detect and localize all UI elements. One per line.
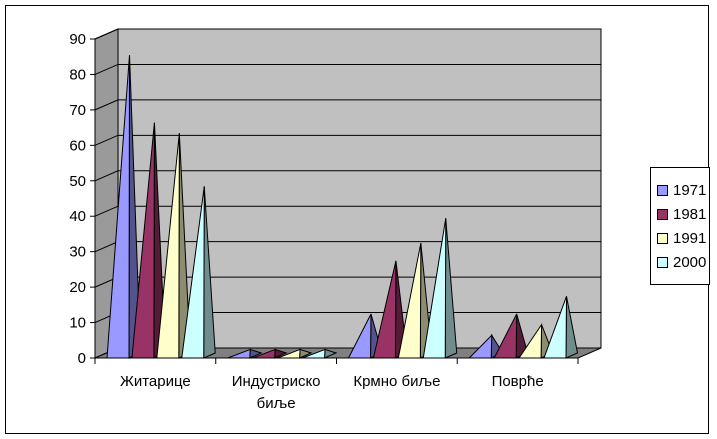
pyramid-2000-0: [181, 186, 205, 359]
y-tick-label-40: 40: [69, 208, 86, 225]
pyramid-1991-1: [277, 348, 301, 359]
legend-label-1981: 1981: [673, 205, 707, 223]
y-tick-label-30: 30: [69, 244, 86, 261]
pyramid-1971-2: [347, 313, 372, 359]
legend-label-1971: 1971: [673, 181, 707, 199]
legend-label-1991: 1991: [673, 229, 707, 247]
y-tick-label-20: 20: [69, 279, 86, 296]
y-tick-label-10: 10: [69, 315, 86, 332]
pyramid-2000-1: [302, 348, 326, 359]
x-tick-label-2: Крмно биље: [353, 373, 440, 390]
legend-swatch-1971: [657, 184, 668, 196]
y-tick-label-90: 90: [69, 31, 86, 48]
y-tick-label-80: 80: [69, 66, 86, 83]
y-tick-label-50: 50: [69, 173, 86, 190]
pyramid-1981-0: [131, 122, 155, 359]
x-tick-label-3: Поврће: [492, 373, 544, 390]
legend-item-1981: 1981: [657, 204, 706, 224]
pyramid-1991-2: [397, 243, 422, 359]
legend-item-1971: 1971: [657, 180, 706, 200]
pyramid-2000-2: [422, 218, 447, 359]
pyramid-1991-0: [156, 133, 180, 359]
legend-item-1991: 1991: [657, 228, 706, 248]
pyramid-1981-2: [372, 260, 397, 359]
legend: 1971 1981 1991 2000: [650, 167, 710, 285]
x-tick-label-1-line-1: биље: [257, 395, 296, 412]
pyramid-1991-3: [518, 322, 543, 359]
legend-item-2000: 2000: [657, 252, 706, 272]
pyramid-1971-1: [227, 348, 251, 359]
pyramid-1971-0: [106, 55, 130, 359]
legend-swatch-1991: [657, 232, 668, 244]
gridline-90: [94, 28, 601, 40]
gridline-70: [94, 99, 601, 111]
pyramid-1981-3: [493, 313, 518, 359]
legend-swatch-1981: [657, 208, 668, 220]
gridline-60: [94, 134, 601, 146]
pyramid-2000-3: [543, 296, 567, 359]
y-tick-label-70: 70: [69, 102, 86, 119]
legend-label-2000: 2000: [673, 253, 707, 271]
gridline-50: [94, 170, 601, 182]
x-tick-label-1-line-0: Индустриско: [232, 373, 321, 390]
y-tick-label-60: 60: [69, 137, 86, 154]
x-tick-label-0: Житарице: [120, 373, 191, 390]
gridline-80: [94, 63, 601, 75]
pyramid-1971-3: [468, 334, 493, 359]
legend-swatch-2000: [657, 256, 668, 268]
pyramid-1981-1: [252, 348, 276, 359]
y-tick-label-0: 0: [78, 350, 86, 367]
